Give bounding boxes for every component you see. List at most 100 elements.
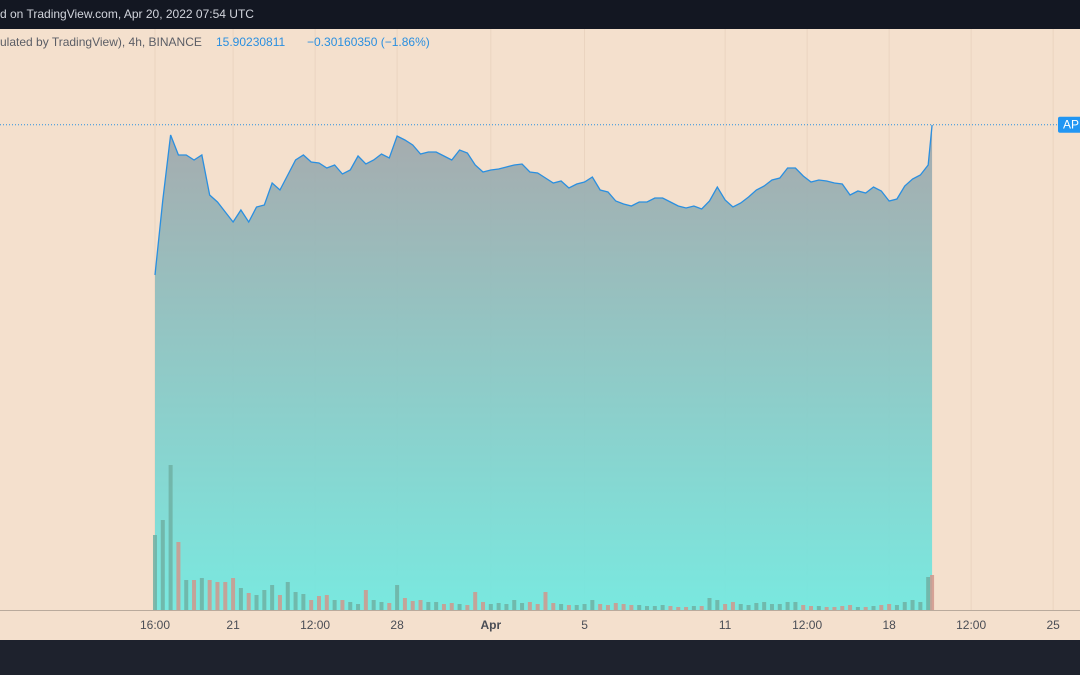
volume-bar (738, 604, 743, 610)
x-tick-label: 25 (1046, 618, 1060, 632)
volume-bar (809, 606, 814, 610)
volume-bar (637, 605, 642, 610)
volume-bar (488, 604, 493, 610)
volume-bar (387, 603, 392, 610)
x-tick-label: 5 (581, 618, 588, 632)
volume-bar (824, 607, 829, 610)
volume-bar (918, 602, 923, 610)
volume-bar (293, 592, 298, 610)
volume-bar (309, 600, 314, 610)
x-tick-label: 16:00 (140, 618, 170, 632)
volume-bar (504, 604, 509, 610)
volume-bar (496, 603, 501, 610)
volume-bar (887, 604, 892, 610)
volume-bar (223, 582, 228, 610)
volume-bar (277, 595, 282, 610)
header-bar (0, 0, 1080, 29)
volume-bar (785, 602, 790, 610)
volume-bar (192, 580, 197, 610)
volume-bar (238, 588, 243, 610)
volume-bar (512, 600, 517, 610)
volume-bar (535, 604, 540, 610)
volume-bar (777, 604, 782, 610)
volume-bar (816, 606, 821, 610)
volume-bar (832, 607, 837, 610)
volume-bar (793, 602, 798, 610)
volume-bar (691, 606, 696, 610)
volume-bar (699, 606, 704, 610)
volume-bar (481, 602, 486, 610)
volume-bar (801, 605, 806, 610)
volume-bar (441, 604, 446, 610)
volume-bar (723, 604, 728, 610)
volume-bar (543, 592, 548, 610)
volume-bar (715, 600, 720, 610)
x-tick-label: 21 (226, 618, 240, 632)
x-tick-label: 28 (390, 618, 404, 632)
volume-bar (855, 607, 860, 610)
volume-bar (730, 602, 735, 610)
volume-bar (473, 592, 478, 610)
symbol-label-box (1058, 116, 1080, 133)
volume-bar (160, 520, 165, 610)
volume-bar (332, 600, 337, 610)
volume-bar (582, 604, 587, 610)
volume-bar (840, 606, 845, 610)
x-tick-label: 12:00 (792, 618, 822, 632)
volume-bar (930, 575, 935, 610)
volume-bar (199, 578, 204, 610)
volume-bar (652, 606, 657, 610)
volume-bar (551, 603, 556, 610)
volume-bar (707, 598, 712, 610)
volume-bar (152, 535, 157, 610)
volume-bar (754, 603, 759, 610)
volume-bar (645, 606, 650, 610)
volume-bar (621, 604, 626, 610)
x-tick-label: Apr (480, 618, 501, 632)
volume-bar (402, 598, 407, 610)
footer-bar (0, 640, 1080, 675)
volume-bar (356, 604, 361, 610)
volume-bar (559, 604, 564, 610)
price-line (154, 124, 933, 276)
volume-bar (746, 605, 751, 610)
volume-bar (168, 465, 173, 610)
volume-bar (520, 603, 525, 610)
volume-bar (894, 605, 899, 610)
volume-bar (348, 602, 353, 610)
last-price: 15.90230811 (216, 35, 286, 49)
x-tick-label: 12:00 (300, 618, 330, 632)
volume-bar (629, 605, 634, 610)
volume-bar (613, 603, 618, 610)
volume-bar (527, 602, 532, 610)
volume-bar (285, 582, 290, 610)
volume-bar (316, 596, 321, 610)
volume-bar (684, 607, 689, 610)
volume-bar (270, 585, 275, 610)
volume-bar (363, 590, 368, 610)
volume-bar (879, 605, 884, 610)
volume-bar (574, 605, 579, 610)
volume-bar (262, 590, 267, 610)
volume-bar (254, 595, 259, 610)
volume-bar (590, 600, 595, 610)
volume-bar (176, 542, 181, 610)
volume-bar (207, 580, 212, 610)
volume-bar (340, 600, 345, 610)
volume-bar (676, 607, 681, 610)
volume-bar (184, 580, 189, 610)
volume-bar (434, 602, 439, 610)
volume-bar (871, 606, 876, 610)
volume-bar (598, 604, 603, 610)
volume-bar (379, 602, 384, 610)
volume-bar (395, 585, 400, 610)
x-tick-label: 18 (882, 618, 896, 632)
volume-bar (246, 593, 251, 610)
volume-bar (215, 582, 220, 610)
volume-bar (605, 605, 610, 610)
volume-bar (566, 605, 571, 610)
volume-bar (301, 594, 306, 610)
volume-bar (410, 601, 415, 610)
volume-bar (910, 600, 915, 610)
